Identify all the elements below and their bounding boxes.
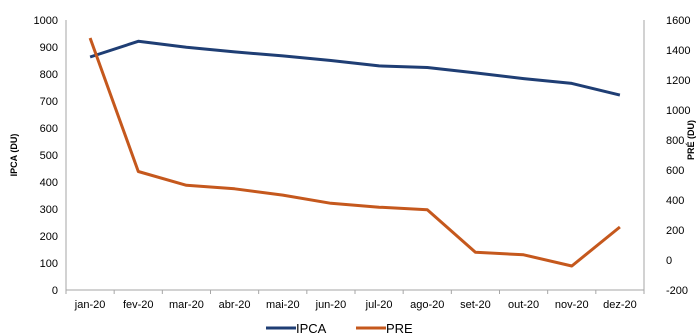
x-tick-label: fev-20 bbox=[123, 299, 154, 311]
left-tick-label: 200 bbox=[40, 231, 58, 243]
right-axis-ticks: -200 0 200 400 600 800 1000 1200 1400 1600 bbox=[666, 15, 690, 297]
series-line-ipca bbox=[89, 39, 621, 97]
left-tick-label: 900 bbox=[40, 42, 58, 54]
x-tick-label: nov-20 bbox=[555, 299, 589, 311]
right-tick-label: 200 bbox=[666, 225, 684, 237]
right-tick-label: 1000 bbox=[666, 105, 690, 117]
right-tick-label: -200 bbox=[666, 285, 688, 297]
left-tick-label: 300 bbox=[40, 204, 58, 216]
left-axis-ticks: 0 100 200 300 400 500 600 700 800 900 1000 bbox=[34, 15, 58, 297]
legend-label-pre: PRE bbox=[386, 321, 413, 335]
x-axis-ticks: jan-20 fev-20 mar-20 abr-20 mai-20 jun-20 jul-… bbox=[65, 290, 645, 311]
x-tick-label: mar-20 bbox=[169, 299, 204, 311]
right-tick-label: 600 bbox=[666, 165, 684, 177]
x-tick-label: out-20 bbox=[508, 299, 539, 311]
right-tick-label: 0 bbox=[666, 255, 672, 267]
axes bbox=[65, 20, 645, 291]
x-tick-label: mai-20 bbox=[266, 299, 300, 311]
x-tick-label: jun-20 bbox=[315, 299, 347, 311]
x-tick-label: jul-20 bbox=[365, 299, 393, 311]
left-tick-label: 600 bbox=[40, 123, 58, 135]
right-tick-label: 1200 bbox=[666, 75, 690, 87]
legend: IPCA PRE bbox=[266, 321, 413, 335]
right-tick-label: 800 bbox=[666, 135, 684, 147]
left-tick-label: 500 bbox=[40, 150, 58, 162]
legend-label-ipca: IPCA bbox=[296, 321, 327, 335]
x-tick-label: ago-20 bbox=[410, 299, 444, 311]
x-tick-label: abr-20 bbox=[219, 299, 251, 311]
left-tick-label: 0 bbox=[52, 285, 58, 297]
left-tick-label: 800 bbox=[40, 69, 58, 81]
left-tick-label: 400 bbox=[40, 177, 58, 189]
x-tick-label: dez-20 bbox=[603, 299, 637, 311]
series-lines bbox=[88, 37, 621, 268]
series-line-pre bbox=[88, 37, 621, 268]
right-tick-label: 1600 bbox=[666, 15, 690, 27]
x-tick-label: set-20 bbox=[460, 299, 491, 311]
y-axis-title: IPCA (DU) bbox=[9, 134, 19, 177]
left-tick-label: 1000 bbox=[34, 15, 58, 27]
left-tick-label: 100 bbox=[40, 258, 58, 270]
y2-axis-title: PRÉ (DU) bbox=[686, 120, 696, 160]
right-tick-label: 400 bbox=[666, 195, 684, 207]
left-tick-label: 700 bbox=[40, 96, 58, 108]
x-tick-label: jan-20 bbox=[74, 299, 106, 311]
right-tick-label: 1400 bbox=[666, 45, 690, 57]
